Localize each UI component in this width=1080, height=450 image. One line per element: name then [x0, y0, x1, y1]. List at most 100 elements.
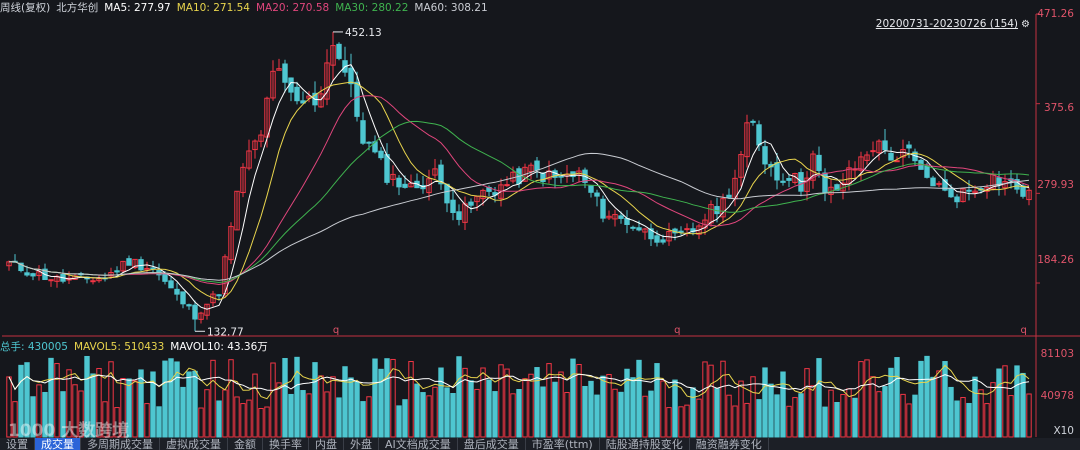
- volume-bar: [858, 361, 864, 438]
- volume-bar: [666, 407, 672, 438]
- volume-bar: [432, 386, 438, 438]
- volume-bar: [480, 367, 486, 438]
- candle-body: [186, 304, 192, 307]
- volume-bar: [408, 361, 414, 438]
- volume-bar: [108, 361, 114, 438]
- candle-body: [6, 261, 12, 267]
- volume-bar: [198, 407, 204, 438]
- candle-body: [336, 43, 342, 59]
- volume-bar: [990, 382, 996, 438]
- volume-bar: [336, 397, 342, 438]
- volume-bar: [210, 359, 216, 438]
- candle-body: [270, 70, 276, 99]
- volume-bar: [414, 383, 420, 438]
- tab-11[interactable]: 陆股通持股变化: [600, 438, 690, 450]
- tab-5[interactable]: 换手率: [263, 438, 309, 450]
- volume-bar: [504, 368, 510, 438]
- tab-7[interactable]: 外盘: [344, 438, 379, 450]
- volume-bar: [264, 406, 270, 438]
- candle-body: [816, 154, 822, 171]
- volume-bar: [174, 361, 180, 438]
- volume-bar: [600, 375, 606, 438]
- candle-body: [456, 211, 462, 220]
- candle-body: [216, 294, 222, 297]
- volume-bar: [330, 376, 336, 438]
- volume-bar: [522, 378, 528, 438]
- volume-bar: [960, 397, 966, 438]
- candle-body: [132, 258, 138, 269]
- candle-body: [402, 183, 408, 188]
- date-range-label[interactable]: 20200731-20230726 (154): [875, 18, 1019, 30]
- candle-body: [480, 189, 486, 200]
- candle-body: [282, 63, 288, 83]
- tab-4[interactable]: 金额: [228, 438, 263, 450]
- volume-bar: [156, 406, 162, 438]
- tab-3[interactable]: 虚拟成交量: [160, 438, 228, 450]
- volume-bar: [612, 388, 618, 438]
- tab-1[interactable]: 成交量: [35, 438, 81, 450]
- tab-6[interactable]: 内盘: [309, 438, 344, 450]
- volume-bar: [708, 364, 714, 438]
- volume-bar: [648, 390, 654, 438]
- candle-body: [726, 194, 732, 198]
- volume-bar: [462, 367, 468, 438]
- volume-bar: [696, 398, 702, 438]
- volume-bar: [924, 355, 930, 438]
- tab-8[interactable]: AI文档成交量: [379, 438, 458, 450]
- candle-body: [870, 150, 876, 153]
- volume-bar: [702, 361, 708, 438]
- period-title[interactable]: 周线(复权): [0, 2, 51, 14]
- tab-10[interactable]: 市盈率(ttm): [526, 438, 600, 450]
- volume-bar: [216, 400, 222, 438]
- mavol10-label: MAVOL10: 43.36万: [170, 341, 268, 353]
- volume-bar: [936, 370, 942, 438]
- candle-body: [330, 45, 336, 66]
- volume-bar: [474, 388, 480, 438]
- volume-bar: [24, 362, 30, 438]
- volume-bar: [642, 395, 648, 438]
- candle-body: [678, 230, 684, 233]
- tab-9[interactable]: 盘后成交量: [458, 438, 526, 450]
- candle-body: [30, 273, 36, 277]
- mavol5-line: [8, 364, 1030, 400]
- candle-body: [126, 258, 132, 266]
- volume-bar: [798, 393, 804, 438]
- volume-bar: [516, 388, 522, 438]
- volume-bar: [306, 393, 312, 438]
- candle-body: [48, 279, 54, 282]
- candle-body: [432, 168, 438, 176]
- volume-bar: [318, 375, 324, 438]
- volume-bar: [114, 407, 120, 438]
- volume-bar: [366, 396, 372, 438]
- volume-bar: [756, 399, 762, 438]
- low-label: 132.77: [207, 326, 244, 338]
- date-range-selector[interactable]: 20200731-20230726 (154) ⚙: [876, 18, 1030, 30]
- volume-bar: [966, 402, 972, 438]
- volume-bar: [564, 392, 570, 438]
- candle-body: [720, 198, 726, 218]
- volume-bar: [168, 358, 174, 438]
- volume-bar: [732, 405, 738, 438]
- volume-bar: [402, 399, 408, 438]
- volume-bar: [360, 401, 366, 438]
- tab-2[interactable]: 多周期成交量: [81, 438, 160, 450]
- gear-icon[interactable]: ⚙: [1021, 19, 1030, 30]
- high-label: 452.13: [345, 27, 382, 39]
- volume-bar: [1002, 365, 1008, 438]
- tab-0[interactable]: 设置: [0, 438, 35, 450]
- candle-body: [192, 304, 198, 320]
- volume-bar: [840, 394, 846, 438]
- volume-bar: [420, 392, 426, 438]
- candle-body: [774, 162, 780, 181]
- candle-body: [600, 198, 606, 219]
- volume-bar: [258, 407, 264, 438]
- volume-bar: [672, 379, 678, 438]
- candle-body: [786, 178, 792, 181]
- tab-12[interactable]: 融资融券变化: [690, 438, 769, 450]
- candle-body: [630, 226, 636, 229]
- volume-bar: [84, 355, 90, 438]
- volume-bar: [384, 358, 390, 438]
- volume-bar: [636, 359, 642, 438]
